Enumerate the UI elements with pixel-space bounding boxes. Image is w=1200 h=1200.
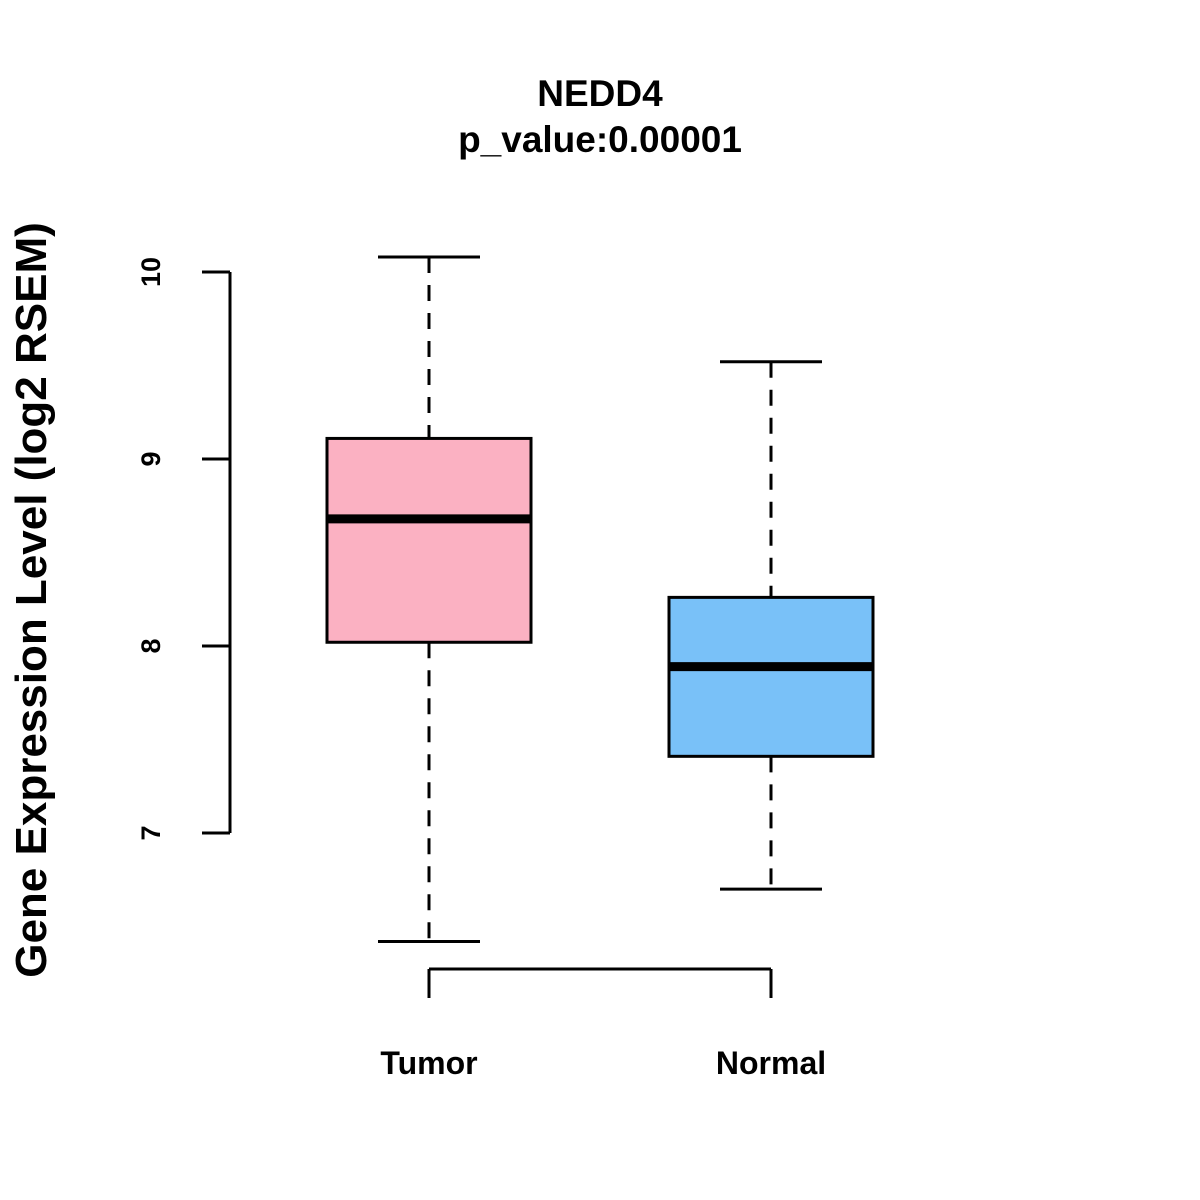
y-axis: 7 8 9 10 [136, 257, 232, 841]
y-axis-label: Gene Expression Level (log2 RSEM) [7, 222, 56, 978]
y-tick-label: 9 [136, 451, 166, 466]
boxes [325, 255, 875, 943]
y-tick-label: 8 [136, 638, 166, 653]
chart-title: NEDD4 [537, 73, 663, 114]
x-category-label: Normal [716, 1045, 826, 1081]
y-tick-label: 10 [136, 257, 166, 287]
box-normal [667, 360, 875, 891]
x-axis-labels: Tumor Normal [380, 1045, 826, 1081]
y-tick-label: 7 [136, 825, 166, 840]
comparison-bracket [427, 967, 773, 998]
interquartile-box [667, 595, 875, 758]
x-category-label: Tumor [380, 1045, 477, 1081]
chart-subtitle: p_value:0.00001 [458, 119, 742, 160]
interquartile-box [325, 436, 533, 644]
box-tumor [325, 255, 533, 943]
